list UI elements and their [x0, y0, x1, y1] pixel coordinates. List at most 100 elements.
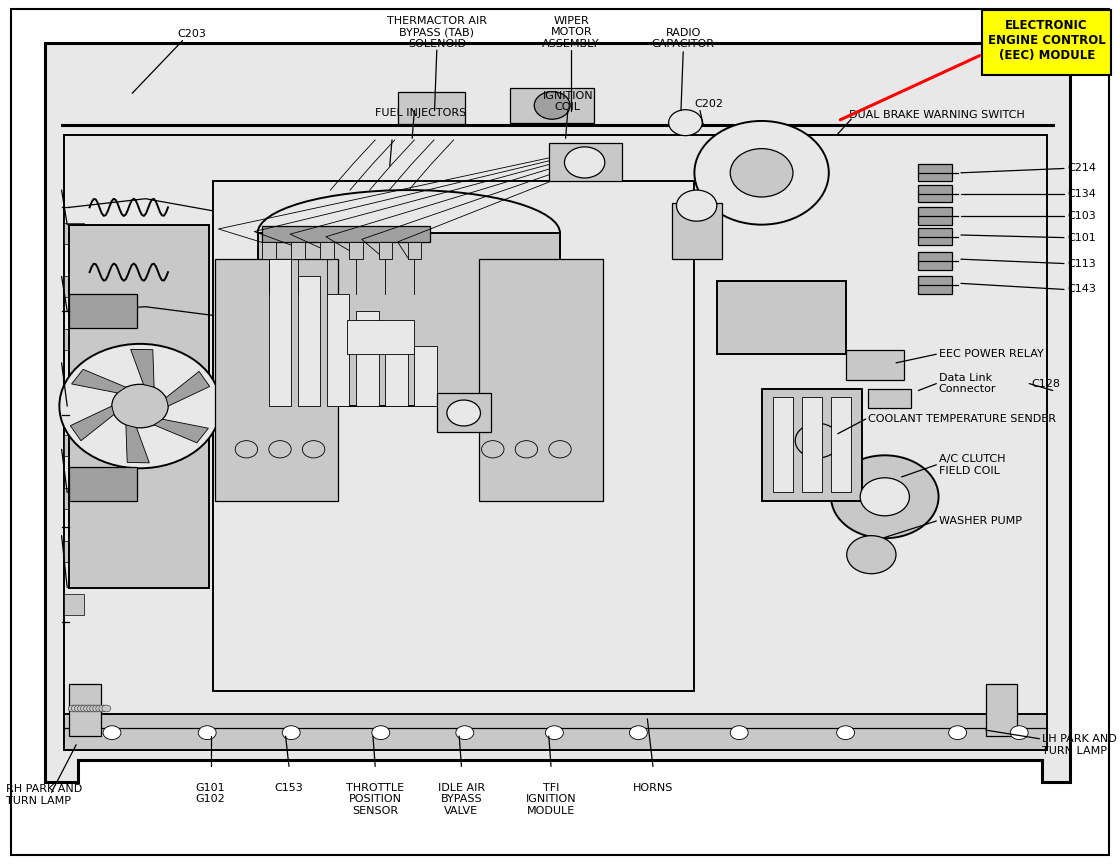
- FancyBboxPatch shape: [379, 242, 392, 259]
- Text: C214: C214: [1067, 163, 1096, 174]
- Text: C128: C128: [1032, 378, 1061, 389]
- Circle shape: [837, 726, 855, 740]
- FancyBboxPatch shape: [549, 143, 622, 181]
- FancyBboxPatch shape: [918, 252, 952, 270]
- Polygon shape: [45, 43, 1070, 782]
- FancyBboxPatch shape: [69, 684, 101, 736]
- Circle shape: [72, 705, 81, 712]
- Text: WASHER PUMP: WASHER PUMP: [939, 516, 1021, 526]
- Circle shape: [103, 726, 121, 740]
- Circle shape: [730, 149, 793, 197]
- Circle shape: [235, 441, 258, 458]
- FancyBboxPatch shape: [349, 242, 363, 259]
- Circle shape: [847, 536, 896, 574]
- Text: IGNITION
COIL: IGNITION COIL: [542, 91, 594, 112]
- Circle shape: [447, 400, 480, 426]
- Text: TFI
IGNITION
MODULE: TFI IGNITION MODULE: [525, 783, 577, 816]
- Text: FUEL INJECTORS: FUEL INJECTORS: [375, 108, 466, 118]
- FancyBboxPatch shape: [802, 397, 822, 492]
- Circle shape: [198, 726, 216, 740]
- FancyBboxPatch shape: [291, 242, 305, 259]
- Polygon shape: [125, 425, 149, 463]
- Text: IDLE AIR
BYPASS
VALVE: IDLE AIR BYPASS VALVE: [438, 783, 485, 816]
- Circle shape: [99, 705, 108, 712]
- Circle shape: [545, 726, 563, 740]
- Circle shape: [831, 455, 939, 538]
- FancyBboxPatch shape: [215, 259, 338, 501]
- Circle shape: [676, 190, 717, 221]
- FancyBboxPatch shape: [986, 684, 1017, 736]
- Circle shape: [1010, 726, 1028, 740]
- Circle shape: [282, 726, 300, 740]
- FancyBboxPatch shape: [347, 320, 414, 354]
- FancyBboxPatch shape: [320, 242, 334, 259]
- Text: LH PARK AND
TURN LAMP: LH PARK AND TURN LAMP: [1042, 734, 1117, 755]
- FancyBboxPatch shape: [510, 88, 594, 123]
- Circle shape: [269, 441, 291, 458]
- Text: C143: C143: [1067, 284, 1096, 295]
- FancyBboxPatch shape: [356, 311, 379, 406]
- Circle shape: [534, 92, 570, 119]
- Text: Data Link
Connector: Data Link Connector: [939, 373, 996, 394]
- Polygon shape: [131, 349, 155, 387]
- FancyBboxPatch shape: [398, 92, 465, 124]
- Circle shape: [77, 705, 86, 712]
- Circle shape: [68, 705, 77, 712]
- FancyBboxPatch shape: [298, 276, 320, 406]
- FancyBboxPatch shape: [64, 382, 84, 403]
- Polygon shape: [72, 369, 125, 393]
- FancyBboxPatch shape: [918, 276, 952, 294]
- FancyBboxPatch shape: [868, 389, 911, 408]
- FancyBboxPatch shape: [64, 488, 84, 509]
- FancyBboxPatch shape: [64, 329, 84, 350]
- FancyBboxPatch shape: [918, 228, 952, 245]
- Polygon shape: [166, 372, 209, 406]
- Circle shape: [694, 121, 829, 225]
- Circle shape: [515, 441, 538, 458]
- Text: A/C CLUTCH
FIELD COIL: A/C CLUTCH FIELD COIL: [939, 454, 1005, 475]
- Circle shape: [372, 726, 390, 740]
- Circle shape: [93, 705, 102, 712]
- Circle shape: [102, 705, 111, 712]
- Text: C153: C153: [274, 783, 304, 793]
- Circle shape: [74, 705, 83, 712]
- FancyBboxPatch shape: [69, 294, 137, 328]
- FancyBboxPatch shape: [213, 181, 694, 691]
- Circle shape: [84, 705, 93, 712]
- FancyBboxPatch shape: [437, 393, 491, 432]
- FancyBboxPatch shape: [262, 242, 276, 259]
- FancyBboxPatch shape: [982, 10, 1111, 75]
- FancyBboxPatch shape: [918, 185, 952, 202]
- FancyBboxPatch shape: [64, 276, 84, 296]
- FancyBboxPatch shape: [64, 714, 1047, 750]
- FancyBboxPatch shape: [408, 242, 421, 259]
- Circle shape: [860, 478, 909, 516]
- FancyBboxPatch shape: [64, 223, 84, 244]
- FancyBboxPatch shape: [258, 233, 560, 406]
- FancyBboxPatch shape: [831, 397, 851, 492]
- Text: C103: C103: [1067, 211, 1096, 221]
- Circle shape: [730, 726, 748, 740]
- FancyBboxPatch shape: [69, 467, 137, 501]
- Text: C202: C202: [694, 99, 724, 110]
- Circle shape: [59, 344, 221, 468]
- Circle shape: [795, 423, 840, 458]
- Circle shape: [86, 705, 95, 712]
- Polygon shape: [155, 419, 208, 443]
- Text: COOLANT TEMPERATURE SENDER: COOLANT TEMPERATURE SENDER: [868, 414, 1056, 424]
- FancyBboxPatch shape: [262, 226, 430, 242]
- FancyBboxPatch shape: [64, 135, 1047, 750]
- FancyBboxPatch shape: [327, 294, 349, 406]
- FancyBboxPatch shape: [846, 350, 904, 380]
- Circle shape: [549, 441, 571, 458]
- Circle shape: [112, 384, 168, 428]
- FancyBboxPatch shape: [64, 542, 84, 562]
- FancyBboxPatch shape: [479, 259, 603, 501]
- Circle shape: [81, 705, 90, 712]
- Circle shape: [629, 726, 647, 740]
- Text: RH PARK AND
TURN LAMP: RH PARK AND TURN LAMP: [6, 785, 82, 805]
- FancyBboxPatch shape: [269, 259, 291, 406]
- Circle shape: [669, 110, 702, 136]
- FancyBboxPatch shape: [918, 164, 952, 181]
- FancyBboxPatch shape: [672, 203, 722, 259]
